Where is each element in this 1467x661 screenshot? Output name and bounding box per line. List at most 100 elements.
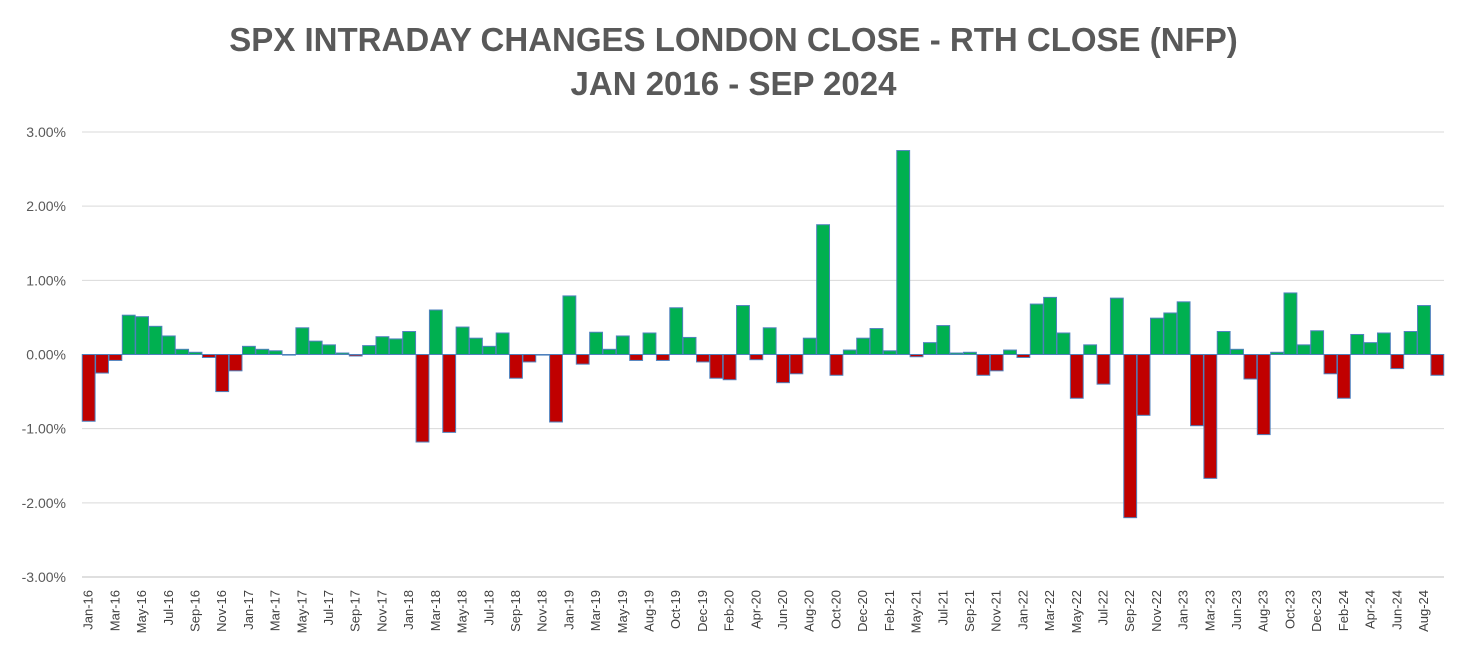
y-tick-label: 2.00% xyxy=(26,198,66,214)
x-tick-label: Dec-20 xyxy=(855,590,870,632)
bar-Jul-24 xyxy=(1403,331,1418,356)
bar-Nov-19 xyxy=(682,336,697,356)
y-tick-label: 1.00% xyxy=(26,272,66,288)
bar-Feb-18 xyxy=(415,354,430,443)
x-tick-label: Jan-17 xyxy=(241,590,256,630)
x-tick-label: May-17 xyxy=(294,590,309,633)
bar-May-22 xyxy=(1069,354,1084,399)
bar-Jun-22 xyxy=(1083,344,1098,355)
bar-Apr-19 xyxy=(602,348,617,355)
y-tick-label: -2.00% xyxy=(22,495,66,511)
bar-Mar-24 xyxy=(1350,333,1365,356)
x-tick-label: Feb-24 xyxy=(1336,590,1351,631)
x-tick-label: Jul-21 xyxy=(935,590,950,625)
x-tick-label: Aug-23 xyxy=(1256,590,1271,632)
bar-May-16 xyxy=(135,316,150,355)
x-tick-label: Nov-16 xyxy=(214,590,229,632)
y-axis-tick-labels: -3.00% -2.00% -1.00% 0.00% 1.00% 2.00% 3.00% xyxy=(22,124,66,585)
x-tick-label: Jul-22 xyxy=(1096,590,1111,625)
x-tick-label: Mar-22 xyxy=(1042,590,1057,631)
x-tick-label: Jan-22 xyxy=(1015,590,1030,630)
bar-Jun-19 xyxy=(629,354,644,361)
bar-Aug-24 xyxy=(1417,305,1431,355)
bar-Jan-23 xyxy=(1176,301,1191,355)
bar-Apr-24 xyxy=(1363,342,1378,356)
x-tick-label: Feb-21 xyxy=(882,590,897,631)
bar-Mar-16 xyxy=(108,354,123,361)
x-tick-label: May-21 xyxy=(909,590,924,633)
x-tick-label: Sep-17 xyxy=(348,590,363,632)
x-tick-label: Aug-20 xyxy=(802,590,817,632)
bar-Aug-20 xyxy=(802,337,817,355)
bar-Sep-21 xyxy=(963,351,977,355)
bar-Sep-17 xyxy=(348,354,363,357)
x-tick-label: May-16 xyxy=(134,590,149,633)
bar-Apr-17 xyxy=(282,354,296,356)
bar-Feb-21 xyxy=(882,350,897,356)
bar-Jul-16 xyxy=(161,335,176,355)
bar-Jun-20 xyxy=(776,354,790,384)
x-tick-label: Dec-23 xyxy=(1309,590,1324,632)
x-tick-label: Jul-17 xyxy=(321,590,336,625)
bar-Dec-20 xyxy=(856,337,871,355)
bar-May-17 xyxy=(295,327,310,355)
bar-Feb-17 xyxy=(255,348,270,355)
x-tick-label: Jun-20 xyxy=(775,590,790,630)
bar-Jul-18 xyxy=(482,345,497,355)
bar-Nov-20 xyxy=(842,349,857,355)
bar-Oct-18 xyxy=(522,354,537,363)
y-tick-label: 0.00% xyxy=(26,347,66,363)
bar-Sep-22 xyxy=(1123,354,1138,519)
bar-Nov-22 xyxy=(1149,317,1164,356)
x-tick-label: Aug-24 xyxy=(1416,590,1431,632)
x-tick-label: Jan-19 xyxy=(561,590,576,630)
x-tick-label: Mar-19 xyxy=(588,590,603,631)
bar-May-24 xyxy=(1376,332,1391,355)
bar-Apr-18 xyxy=(442,354,457,433)
bar-Feb-19 xyxy=(575,354,590,365)
bar-Mar-18 xyxy=(428,309,443,355)
x-tick-label: Nov-17 xyxy=(374,590,389,632)
bar-Feb-24 xyxy=(1336,354,1351,399)
x-tick-label: Feb-20 xyxy=(722,590,737,631)
x-tick-label: May-18 xyxy=(455,590,470,633)
bar-May-21 xyxy=(909,354,924,358)
bar-Jul-21 xyxy=(936,325,951,356)
bar-Feb-16 xyxy=(95,354,109,374)
bar-Oct-23 xyxy=(1283,292,1298,356)
x-tick-label: May-19 xyxy=(615,590,630,633)
bar-Oct-21 xyxy=(976,354,991,376)
bar-Aug-23 xyxy=(1256,354,1271,436)
bar-Jan-21 xyxy=(869,328,884,356)
y-tick-label: -1.00% xyxy=(22,421,66,437)
bar-Oct-19 xyxy=(669,307,684,355)
bar-Dec-18 xyxy=(549,354,563,423)
x-tick-label: Jun-23 xyxy=(1229,590,1244,630)
bar-Apr-16 xyxy=(121,314,136,356)
bar-Jun-21 xyxy=(922,342,937,356)
bar-Aug-22 xyxy=(1109,297,1124,356)
bar-Nov-17 xyxy=(375,336,390,356)
bar-Sep-20 xyxy=(816,224,831,355)
x-tick-label: Oct-23 xyxy=(1282,590,1297,629)
bar-Sep-19 xyxy=(655,354,670,361)
bar-Jun-18 xyxy=(468,337,483,355)
y-tick-label: 3.00% xyxy=(26,124,66,140)
bar-Oct-16 xyxy=(201,354,216,358)
x-tick-label: Mar-18 xyxy=(428,590,443,631)
bar-Jul-17 xyxy=(322,344,336,355)
bar-Aug-19 xyxy=(642,332,657,355)
bar-Mar-22 xyxy=(1043,296,1058,356)
bar-Feb-23 xyxy=(1190,354,1204,427)
bar-Dec-22 xyxy=(1163,312,1178,355)
bar-Apr-22 xyxy=(1056,332,1071,355)
bar-Aug-18 xyxy=(495,332,510,355)
bar-Dec-16 xyxy=(228,354,243,372)
bar-Jan-17 xyxy=(241,345,256,355)
bar-Sep-24 xyxy=(1430,354,1445,376)
bar-Nov-18 xyxy=(535,354,550,356)
x-tick-label: Sep-22 xyxy=(1122,590,1137,632)
bar-Jun-23 xyxy=(1230,348,1244,355)
x-tick-label: Mar-16 xyxy=(107,590,122,631)
